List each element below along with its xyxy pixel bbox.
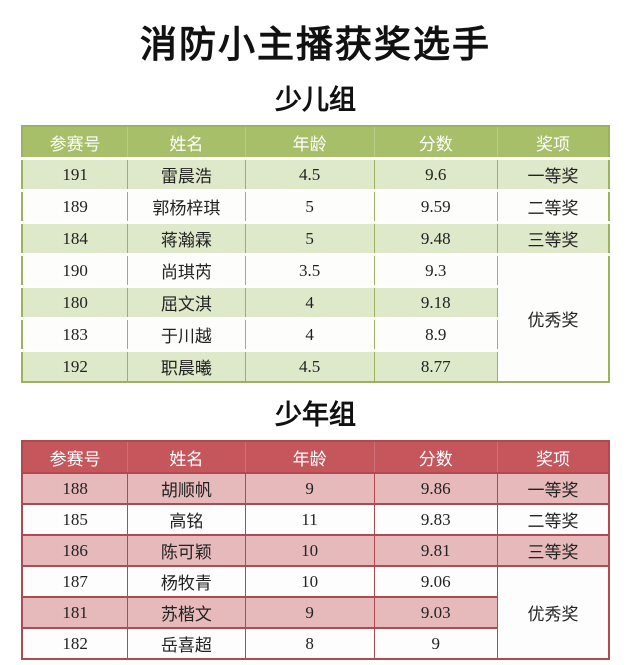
cell-award-merged: 优秀奖 [496,565,609,659]
cell-score: 9.86 [373,472,498,504]
cell-age: 4.5 [244,349,375,382]
cell-name: 尚琪芮 [127,253,246,287]
group-title-children: 少儿组 [275,85,356,115]
cell-score: 9.6 [373,157,498,191]
awards-table-children: 参赛号 姓名 年龄 分数 奖项 191 雷晨浩 4.5 9.6 一等奖 189 … [21,125,610,383]
cell-contestant-no: 181 [22,596,128,628]
cell-contestant-no: 184 [22,221,128,255]
cell-score: 9.81 [373,534,498,566]
table-row: 183 于川越 4 8.9 [22,317,609,351]
cell-age: 10 [244,565,375,597]
cell-score: 9.06 [373,565,498,597]
cell-name: 胡顺帆 [127,472,246,504]
cell-contestant-no: 180 [22,285,128,319]
cell-contestant-no: 182 [22,627,128,659]
cell-name: 高铭 [127,503,246,535]
table-row: 190 尚琪芮 3.5 9.3 优秀奖 [22,253,609,382]
col-header-age: 年龄 [244,126,375,159]
col-header-score: 分数 [373,126,498,159]
cell-age: 9 [244,596,375,628]
cell-name: 苏楷文 [127,596,246,628]
table-row: 187 杨牧青 10 9.06 优秀奖 [22,565,609,659]
group-title-youth: 少年组 [275,400,356,430]
col-header-contestant-no: 参赛号 [22,441,128,473]
header-row: 参赛号 姓名 年龄 分数 奖项 [22,441,609,473]
cell-score: 9.3 [373,253,498,287]
cell-score: 8.9 [373,317,498,351]
cell-award: 三等奖 [496,221,609,255]
cell-award: 三等奖 [496,534,609,566]
col-header-name: 姓名 [127,441,246,473]
cell-award: 二等奖 [496,189,609,223]
cell-age: 9 [244,472,375,504]
table-row: 185 高铭 11 9.83 二等奖 [22,503,609,535]
cell-name: 陈可颖 [127,534,246,566]
table-row: 184 蒋瀚霖 5 9.48 三等奖 [22,221,609,255]
cell-age: 8 [244,627,375,659]
cell-contestant-no: 187 [22,565,128,597]
col-header-score: 分数 [373,441,498,473]
cell-name: 蒋瀚霖 [127,221,246,255]
cell-name: 职晨曦 [127,349,246,382]
cell-age: 3.5 [244,253,375,287]
table-row: 180 屈文淇 4 9.18 [22,285,609,319]
cell-age: 4.5 [244,157,375,191]
cell-score: 9.48 [373,221,498,255]
col-header-award: 奖项 [496,126,609,159]
cell-contestant-no: 183 [22,317,128,351]
cell-score: 9.03 [373,596,498,628]
cell-age: 5 [244,221,375,255]
cell-award: 一等奖 [496,472,609,504]
cell-contestant-no: 192 [22,349,128,382]
table-row: 192 职晨曦 4.5 8.77 [22,349,609,382]
cell-age: 5 [244,189,375,223]
cell-age: 4 [244,317,375,351]
cell-award: 二等奖 [496,503,609,535]
cell-name: 郭杨梓琪 [127,189,246,223]
cell-name: 杨牧青 [127,565,246,597]
table-row: 189 郭杨梓琪 5 9.59 二等奖 [22,189,609,223]
table-row: 188 胡顺帆 9 9.86 一等奖 [22,472,609,504]
cell-award: 一等奖 [496,157,609,191]
cell-score: 8.77 [373,349,498,382]
table-row: 191 雷晨浩 4.5 9.6 一等奖 [22,157,609,191]
cell-award-merged: 优秀奖 [496,253,609,382]
page-title: 消防小主播获奖选手 [140,25,491,66]
cell-score: 9.59 [373,189,498,223]
cell-contestant-no: 186 [22,534,128,566]
cell-name: 于川越 [127,317,246,351]
awards-table-youth: 参赛号 姓名 年龄 分数 奖项 188 胡顺帆 9 9.86 一等奖 185 高… [21,440,610,660]
col-header-age: 年龄 [244,441,375,473]
cell-contestant-no: 185 [22,503,128,535]
cell-age: 10 [244,534,375,566]
cell-contestant-no: 190 [22,253,128,287]
col-header-award: 奖项 [496,441,609,473]
cell-contestant-no: 191 [22,157,128,191]
col-header-contestant-no: 参赛号 [22,126,128,159]
cell-score: 9.18 [373,285,498,319]
table-row: 182 岳喜超 8 9 [22,627,609,659]
cell-name: 岳喜超 [127,627,246,659]
cell-contestant-no: 188 [22,472,128,504]
cell-age: 4 [244,285,375,319]
cell-contestant-no: 189 [22,189,128,223]
table-row: 181 苏楷文 9 9.03 [22,596,609,628]
cell-age: 11 [244,503,375,535]
table-row: 186 陈可颖 10 9.81 三等奖 [22,534,609,566]
cell-name: 屈文淇 [127,285,246,319]
cell-score: 9.83 [373,503,498,535]
col-header-name: 姓名 [127,126,246,159]
cell-score: 9 [373,627,498,659]
header-row: 参赛号 姓名 年龄 分数 奖项 [22,126,609,159]
cell-name: 雷晨浩 [127,157,246,191]
